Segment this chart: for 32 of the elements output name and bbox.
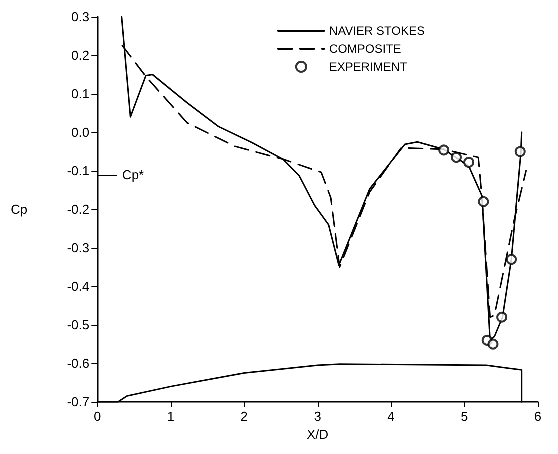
- x-tick-label: 0: [94, 409, 102, 424]
- x-tick-label: 1: [167, 409, 175, 424]
- legend-label: NAVIER STOKES: [329, 24, 426, 38]
- point: [496, 312, 508, 323]
- x-tick-label: 2: [240, 409, 248, 424]
- ref-line-label: Cp*: [122, 167, 144, 182]
- point: [451, 152, 462, 164]
- legend-label: EXPERIMENT: [329, 60, 408, 74]
- x-tick-label: 4: [388, 409, 395, 424]
- point: [514, 146, 526, 158]
- y-tick-label: -0.1: [67, 164, 90, 179]
- y-tick-label: 0.0: [72, 125, 90, 140]
- point: [464, 157, 475, 168]
- y-axis-title: Cp: [10, 202, 28, 218]
- point: [478, 196, 490, 208]
- point: [488, 338, 499, 350]
- x-tick-label: 3: [314, 409, 322, 424]
- y-tick-label: -0.7: [67, 394, 90, 410]
- y-tick-label: 0.2: [72, 48, 90, 64]
- x-tick-label: 6: [534, 409, 542, 424]
- x-tick-label: 5: [460, 409, 468, 424]
- point: [506, 254, 518, 266]
- y-tick-label: -0.4: [67, 279, 90, 294]
- legend-label: COMPOSITE: [329, 42, 402, 56]
- y-tick-label: -0.3: [67, 240, 90, 256]
- y-tick-label: -0.6: [67, 356, 90, 372]
- y-tick-label: 0.3: [72, 10, 90, 24]
- y-tick-label: 0.1: [72, 86, 90, 102]
- y-tick-label: -0.2: [67, 202, 90, 218]
- y-tick-label: -0.5: [67, 318, 90, 333]
- x-axis-title: X/D: [306, 427, 329, 442]
- point: [438, 144, 450, 156]
